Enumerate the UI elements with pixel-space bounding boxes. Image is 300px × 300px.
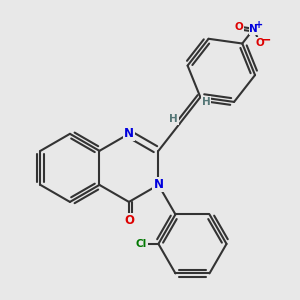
- Text: N: N: [249, 24, 258, 34]
- Text: N: N: [153, 178, 164, 191]
- Text: Cl: Cl: [136, 239, 147, 249]
- Text: H: H: [202, 97, 211, 107]
- Text: O: O: [255, 38, 264, 48]
- Text: +: +: [255, 20, 263, 30]
- Text: O: O: [124, 214, 134, 227]
- Text: H: H: [169, 114, 178, 124]
- Text: N: N: [124, 127, 134, 140]
- Text: O: O: [234, 22, 243, 32]
- Text: −: −: [260, 33, 271, 46]
